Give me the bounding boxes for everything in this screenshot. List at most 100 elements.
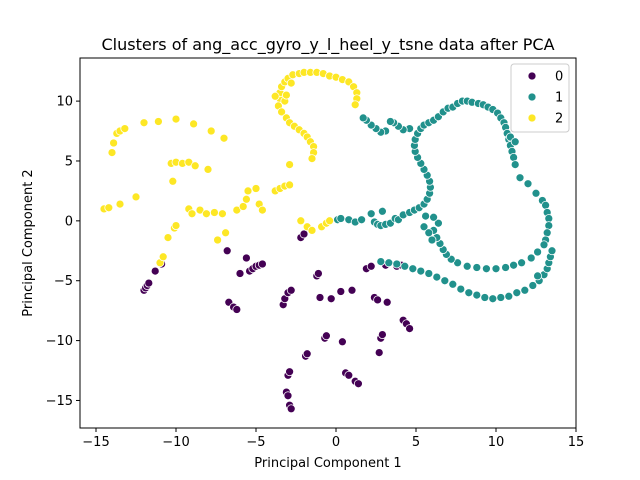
x-tick-label: −15 (82, 435, 109, 450)
data-point-series-1 (400, 261, 410, 271)
x-tick-label: 15 (568, 435, 585, 450)
data-point-series-2 (203, 165, 213, 174)
data-point-series-1 (472, 290, 482, 300)
data-point-series-1 (510, 137, 520, 147)
data-point-series-2 (210, 208, 219, 217)
data-point-series-2 (286, 78, 296, 88)
data-point-series-2 (219, 133, 229, 143)
data-point-series-1 (531, 188, 541, 198)
data-point-series-1 (533, 271, 542, 281)
data-point-series-1 (464, 288, 474, 298)
y-tick-label: −5 (54, 274, 73, 289)
data-point-series-2 (218, 209, 227, 219)
data-point-series-0 (405, 324, 414, 333)
data-point-series-1 (547, 246, 557, 256)
legend-marker-1 (527, 92, 537, 102)
data-point-series-2 (115, 199, 125, 209)
data-point-series-1 (517, 258, 526, 268)
data-point-series-0 (232, 305, 242, 314)
data-point-series-1 (429, 212, 438, 222)
data-point-series-2 (285, 160, 294, 169)
data-point-series-2 (171, 114, 181, 124)
data-point-series-2 (307, 154, 317, 163)
data-point-series-1 (496, 293, 506, 302)
legend-label-2: 2 (555, 112, 563, 127)
data-point-series-1 (526, 253, 536, 263)
data-point-series-1 (515, 173, 525, 183)
data-point-series-2 (171, 221, 181, 230)
data-point-series-2 (190, 161, 200, 171)
data-point-series-0 (382, 297, 392, 307)
data-point-series-1 (424, 269, 434, 278)
data-point-series-0 (314, 269, 323, 278)
data-point-series-1 (419, 222, 429, 232)
data-point-series-2 (202, 209, 211, 219)
data-point-series-2 (258, 205, 267, 215)
data-point-series-1 (378, 206, 387, 216)
data-point-series-0 (378, 330, 387, 339)
data-point-series-0 (338, 337, 347, 347)
data-point-series-2 (296, 216, 306, 226)
x-tick-label: −5 (246, 435, 265, 450)
data-point-series-0 (344, 370, 354, 380)
data-point-series-1 (523, 179, 533, 189)
data-point-series-1 (434, 218, 443, 228)
data-point-series-1 (533, 247, 542, 257)
data-point-series-1 (421, 211, 430, 221)
data-point-series-0 (286, 285, 296, 295)
legend-label-1: 1 (555, 91, 563, 106)
chart-title: Clusters of ang_acc_gyro_y_l_heel_y_tsne… (101, 35, 554, 55)
data-point-series-0 (354, 379, 363, 389)
data-point-series-2 (221, 228, 230, 238)
data-point-series-0 (366, 261, 376, 271)
data-point-series-1 (491, 264, 501, 274)
data-point-series-0 (315, 293, 325, 302)
data-points (99, 68, 557, 414)
data-point-series-0 (222, 246, 232, 256)
data-point-series-2 (206, 126, 216, 136)
data-point-series-1 (336, 214, 346, 223)
data-point-series-1 (424, 228, 434, 238)
data-point-series-1 (542, 228, 552, 238)
data-point-series-1 (366, 209, 376, 219)
data-point-series-2 (307, 226, 317, 235)
data-point-series-0 (336, 287, 346, 296)
data-point-series-0 (373, 295, 382, 305)
data-point-series-2 (104, 203, 114, 213)
x-tick-label: −10 (162, 435, 189, 450)
data-point-series-2 (189, 119, 198, 129)
data-point-series-0 (299, 229, 309, 239)
data-point-series-1 (539, 240, 549, 250)
data-point-series-1 (541, 200, 550, 210)
data-point-series-1 (448, 279, 458, 289)
legend-box (510, 63, 570, 133)
data-point-series-2 (187, 209, 197, 219)
data-point-series-2 (277, 107, 286, 117)
data-point-series-1 (384, 258, 394, 268)
y-tick-label: 5 (65, 154, 73, 169)
data-point-series-2 (242, 194, 251, 204)
data-point-series-0 (283, 391, 293, 401)
data-point-series-1 (462, 261, 472, 271)
data-point-series-2 (325, 216, 334, 226)
data-point-series-1 (427, 235, 437, 245)
data-point-series-1 (472, 263, 482, 272)
data-point-series-1 (432, 272, 442, 282)
data-point-series-2 (168, 176, 178, 186)
data-point-series-1 (509, 153, 518, 162)
y-tick-label: −15 (46, 394, 73, 409)
data-point-series-0 (235, 269, 245, 278)
data-point-series-2 (350, 100, 360, 110)
data-point-series-0 (150, 266, 160, 276)
data-point-series-1 (440, 276, 450, 286)
data-point-series-0 (374, 348, 384, 357)
data-point-series-1 (509, 260, 518, 270)
data-point-series-1 (544, 221, 554, 230)
data-point-series-1 (456, 284, 466, 294)
data-point-series-2 (120, 124, 130, 133)
data-point-series-1 (392, 259, 402, 269)
legend-label-0: 0 (555, 70, 563, 85)
data-point-series-2 (243, 186, 253, 196)
